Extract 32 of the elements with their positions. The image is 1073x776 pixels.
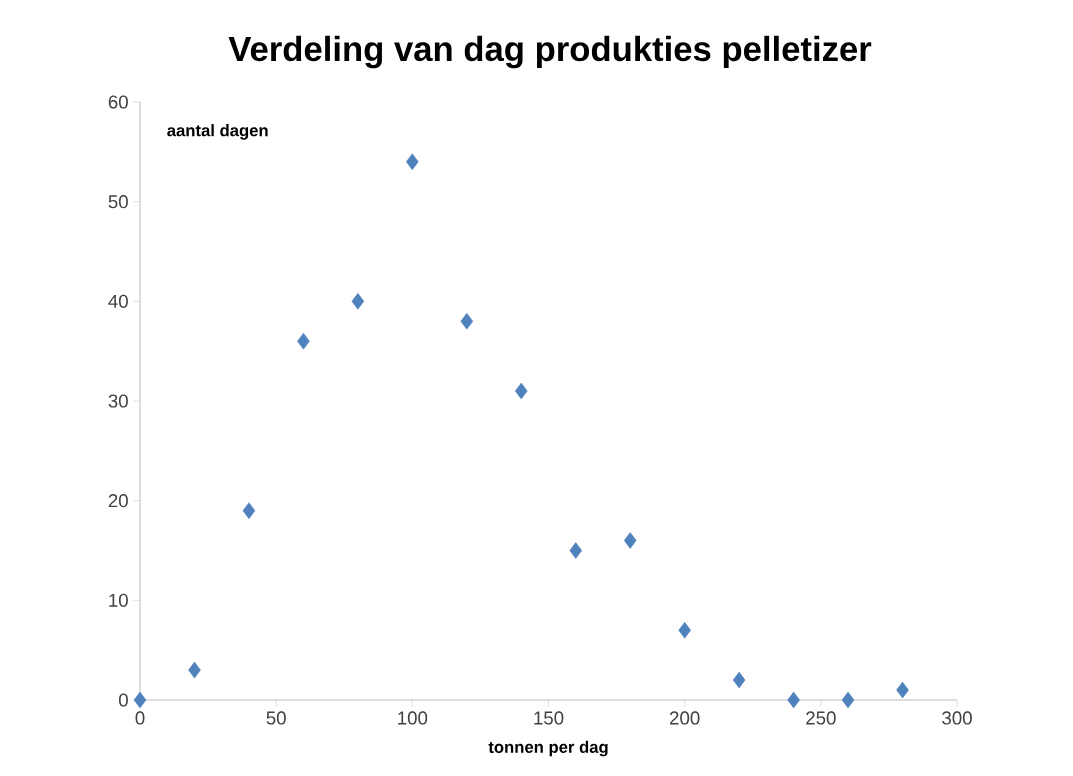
point (188, 661, 201, 679)
point (732, 671, 746, 689)
x-tick-label: 100 (398, 711, 428, 725)
x-tick-label: 50 (266, 711, 286, 725)
y-tick-label: 40 (108, 294, 128, 308)
point (297, 332, 310, 350)
point (841, 691, 855, 709)
point (460, 313, 474, 330)
x-tick-label: 250 (806, 711, 836, 725)
point (569, 542, 583, 559)
y-tick-label: 10 (109, 593, 128, 607)
x-axis-title: tonnen per dag (488, 740, 608, 757)
point (515, 382, 528, 400)
chart-title: Verdeling van dag produkties pelletizer (228, 35, 872, 69)
y-tick-label: 0 (118, 693, 128, 707)
y-tick-label: 30 (108, 394, 128, 408)
y-axis-title: aantal dagen (167, 124, 268, 140)
x-tick-label: 200 (670, 711, 700, 725)
point (133, 691, 147, 709)
x-tick-label: 150 (534, 711, 564, 725)
point (242, 502, 256, 519)
point (896, 681, 909, 699)
y-tick-label: 50 (108, 195, 128, 209)
y-tick-label: 60 (108, 95, 128, 109)
x-tick-label: 300 (942, 711, 972, 725)
point (678, 621, 691, 639)
point (351, 293, 365, 310)
point (787, 691, 800, 709)
point (406, 153, 419, 171)
x-tick-label: 0 (135, 711, 145, 725)
y-tick-label: 20 (108, 494, 128, 508)
point (623, 532, 637, 549)
